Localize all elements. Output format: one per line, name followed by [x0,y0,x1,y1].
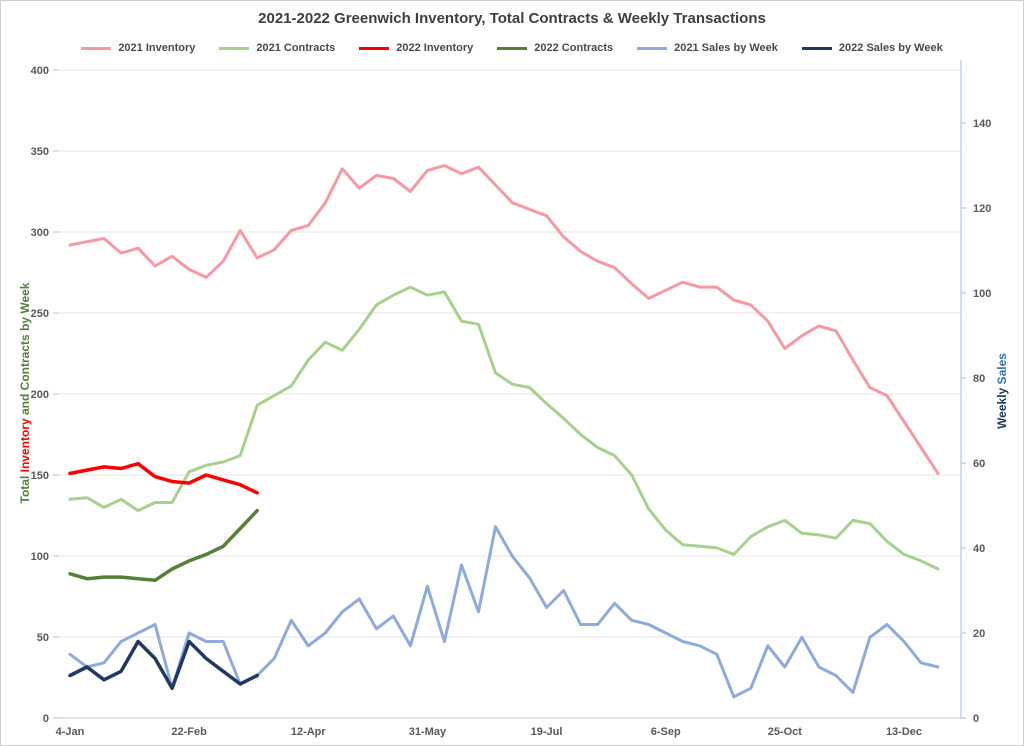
series-line-2022-contracts [68,508,259,583]
right-axis-tick-label: 140 [973,118,991,130]
left-axis-tick-label: 400 [31,65,49,77]
left-axis-title-part: Inventory [18,418,32,473]
left-axis-tick-label: 300 [31,227,49,239]
legend-swatch-2021-inventory [81,46,112,50]
series-line-2021-inventory [68,164,940,475]
x-axis-tick-label: 19-Jul [531,726,563,738]
right-axis-title-part: Sales [995,353,1009,385]
legend-item-2022-inventory: 2022 Inventory [359,42,473,54]
legend-item-2021-inventory: 2021 Inventory [81,42,195,54]
series-line-2021-sales-by-week [68,525,940,699]
right-axis-title-part: Weekly [995,384,1009,429]
left-axis-tick-label: 150 [31,470,49,482]
legend-swatch-2021-contracts [219,46,250,50]
right-axis-tick-label: 120 [973,203,991,215]
x-axis-tick-label: 22-Feb [171,726,207,738]
right-axis-tick-label: 20 [973,628,985,640]
legend-label: 2021 Contracts [256,42,336,54]
left-axis-tick-label: 0 [43,713,49,725]
chart-legend: 2021 Inventory 2021 Contracts 2022 Invento… [1,42,1023,54]
legend-item-2021-sales-by-week: 2021 Sales by Week [637,42,778,54]
right-axis-tick-label: 40 [973,543,985,555]
legend-item-2021-contracts: 2021 Contracts [219,42,335,54]
legend-item-2022-contracts: 2022 Contracts [497,42,613,54]
left-axis-tick-label: 350 [31,146,49,158]
chart-title: 2021-2022 Greenwich Inventory, Total Con… [258,10,766,27]
series-line-2022-inventory [68,461,259,495]
left-axis-tick-label: 50 [37,632,49,644]
legend-label: 2021 Inventory [118,42,196,54]
legend-swatch-2021-sales-by-week [637,46,668,50]
legend-swatch-2022-sales-by-week [801,46,832,50]
legend-label: 2022 Sales by Week [838,42,943,54]
left-axis-tick-label: 250 [31,308,49,320]
right-axis-title: Weekly Sales [995,353,1009,429]
right-axis-tick-label: 60 [973,458,985,470]
left-axis-title-part: Total [18,472,32,504]
legend-item-2022-sales-by-week: 2022 Sales by Week [801,42,943,54]
right-axis-tick-label: 100 [973,288,991,300]
x-axis-tick-label: 13-Dec [886,726,922,738]
legend-label: 2021 Sales by Week [674,42,778,54]
series-line-2021-contracts [68,285,940,571]
left-axis-tick-label: 200 [31,389,49,401]
series-line-2022-sales-by-week [68,639,259,691]
x-axis-tick-label: 12-Apr [291,726,327,738]
legend-label: 2022 Inventory [396,42,474,54]
legend-swatch-2022-inventory [359,46,390,50]
x-axis-tick-label: 31-May [409,726,447,738]
right-axis-tick-label: 80 [973,373,985,385]
right-axis-tick-label: 0 [973,713,979,725]
left-axis-title: Total Inventory and Contracts by Week [18,283,32,504]
x-axis-tick-label: 6-Sep [651,726,681,738]
legend-swatch-2022-contracts [497,46,528,50]
x-axis-tick-label: 25-Oct [768,726,803,738]
left-axis-title-part: and Contracts by Week [18,282,32,419]
left-axis-tick-label: 100 [31,551,49,563]
legend-label: 2022 Contracts [534,42,614,54]
x-axis-tick-label: 4-Jan [56,726,85,738]
